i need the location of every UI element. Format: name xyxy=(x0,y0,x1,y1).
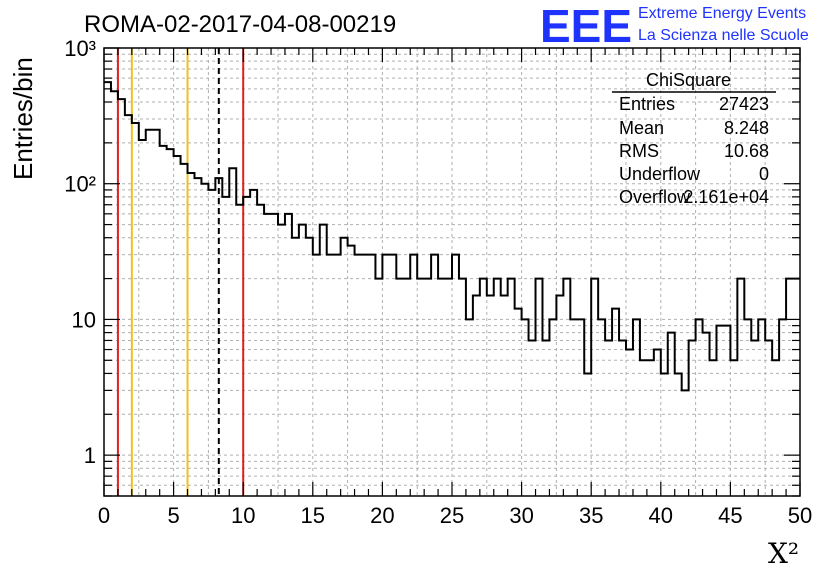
x-tick-label: 40 xyxy=(649,503,673,528)
x-tick-label: 5 xyxy=(167,503,179,528)
stats-box: ChiSquare Entries 27423 Mean 8.248 RMS 1… xyxy=(612,70,776,207)
stat-label-overflow: Overflow xyxy=(619,187,691,207)
histogram-outline xyxy=(104,81,800,392)
x-axis-label: X² xyxy=(768,537,799,570)
y-tick-label: 10² xyxy=(64,172,96,197)
stat-label-underflow: Underflow xyxy=(619,164,701,184)
y-tick-label: 10³ xyxy=(64,36,96,61)
stat-value-rms: 10.68 xyxy=(724,141,769,161)
stat-value-overflow: 2.161e+04 xyxy=(683,187,769,207)
x-tick-label: 35 xyxy=(579,503,603,528)
histogram xyxy=(104,81,800,392)
y-axis-label: Entries/bin xyxy=(8,57,38,180)
stat-value-mean: 8.248 xyxy=(724,118,769,138)
y-tick-label: 10 xyxy=(72,307,96,332)
stat-label-rms: RMS xyxy=(619,141,659,161)
x-tick-label: 25 xyxy=(440,503,464,528)
x-tick-label: 0 xyxy=(98,503,110,528)
stat-label-mean: Mean xyxy=(619,118,664,138)
x-tick-label: 15 xyxy=(301,503,325,528)
stat-value-underflow: 0 xyxy=(759,164,769,184)
chart-title: ROMA-02-2017-04-08-00219 xyxy=(84,11,396,38)
stats-box-title: ChiSquare xyxy=(646,70,731,90)
reference-lines xyxy=(116,48,245,496)
plot-frame xyxy=(103,47,801,497)
x-tick-label: 50 xyxy=(788,503,812,528)
logo-tagline-1: Extreme Energy Events xyxy=(638,5,806,22)
x-tick-label: 20 xyxy=(370,503,394,528)
logo-tagline-2: La Scienza nelle Scuole xyxy=(638,27,809,44)
x-tick-label: 10 xyxy=(231,503,255,528)
stat-value-entries: 27423 xyxy=(719,94,769,114)
eee-logo: EEE xyxy=(540,0,632,52)
tick-labels: 0 5 10 15 20 25 30 35 40 45 50 1 10 10² 10³ xyxy=(64,36,812,528)
stat-label-entries: Entries xyxy=(619,94,675,114)
y-tick-label: 1 xyxy=(84,443,96,468)
x-tick-label: 45 xyxy=(718,503,742,528)
x-tick-label: 30 xyxy=(509,503,533,528)
